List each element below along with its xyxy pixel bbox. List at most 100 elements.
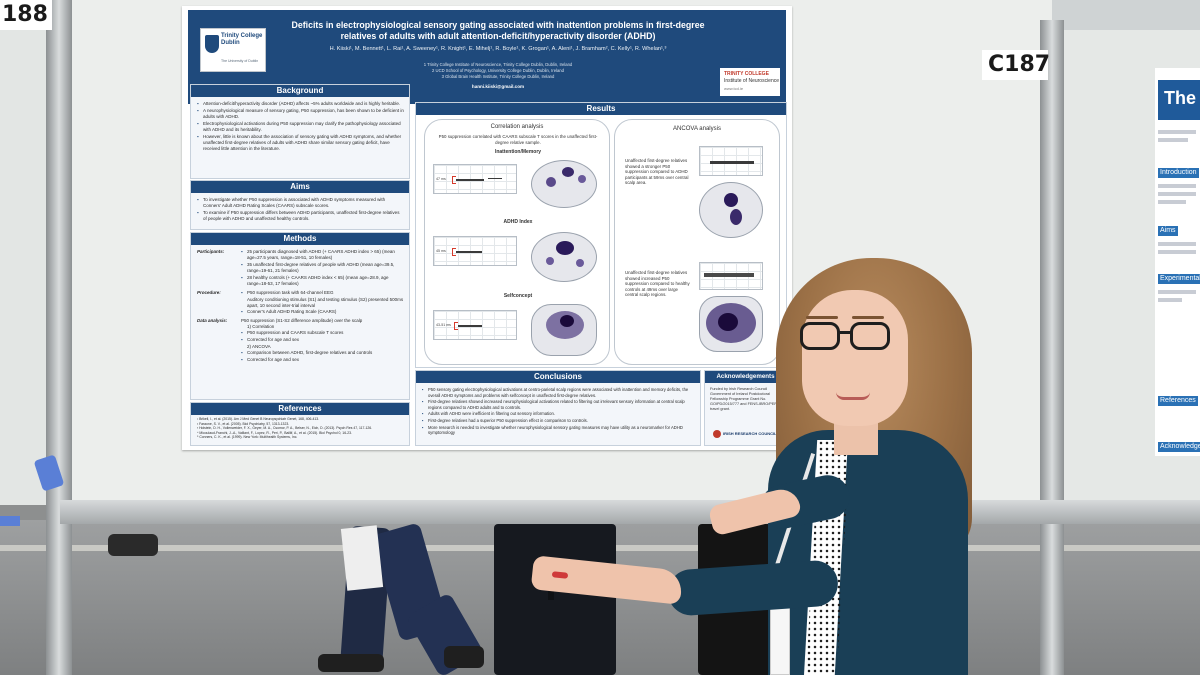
tcd-logo-name: Trinity College Dublin — [221, 33, 263, 46]
topo-activation — [546, 257, 554, 265]
erp-trace — [488, 178, 502, 179]
erp-plot — [699, 262, 763, 290]
neighbor-poster-text — [1158, 290, 1196, 294]
bullet-subitem: Auditory conditioning stimulus (S1) and … — [247, 297, 404, 308]
topo-activation — [724, 193, 738, 207]
irc-logo-text: IRISH RESEARCH COUNCIL — [723, 431, 777, 437]
ancova-heading: ANCOVA analysis — [673, 126, 721, 132]
irc-logo-icon — [713, 430, 721, 438]
scalp-topography — [531, 232, 597, 282]
bullet-item: To examine if P50 suppression differs be… — [197, 210, 404, 222]
topo-activation — [578, 175, 586, 183]
section-body: Attention-deficit/hyperactivity disorder… — [197, 101, 404, 153]
scalp-topography — [699, 182, 763, 238]
glasses-lens — [850, 322, 890, 350]
erp-marker — [452, 176, 456, 184]
poster-title: Deficits in electrophysiological sensory… — [291, 20, 705, 41]
topo-activation — [718, 313, 738, 331]
section-heading: Acknowledgements — [705, 371, 786, 383]
neighbor-poster-text — [1158, 242, 1196, 246]
bullet-item: P50 suppression task with 64-channel EEG — [241, 290, 404, 296]
neighbor-poster-text — [1158, 184, 1196, 188]
bullet-item: Conner's Adult ADHD Rating Scale (CAARS) — [241, 309, 404, 315]
reference-item: ² Faraone, S. V., et al. (2005). Biol Ps… — [197, 421, 290, 426]
bullet-item: Attention-deficit/hyperactivity disorder… — [197, 101, 404, 107]
methods-label: Participants: — [197, 249, 225, 254]
topo-activation — [560, 315, 574, 327]
irc-logo: IRISH RESEARCH COUNCIL — [713, 430, 777, 438]
erp-marker — [452, 248, 456, 256]
neighbor-poster-text — [1158, 192, 1196, 196]
section-acknowledgements: Acknowledgements Funded by Irish Researc… — [704, 370, 787, 446]
glasses-lens — [800, 322, 840, 350]
figure-label: Selfconcept — [503, 293, 533, 299]
section-heading: References — [191, 403, 409, 415]
presenter-eyebrow — [806, 316, 838, 319]
figure-label: ADHD Index — [503, 219, 533, 225]
bullet-item: 35 unaffected first-degree relatives of … — [241, 262, 404, 274]
topo-activation — [576, 259, 584, 267]
analysis-item: Corrected for age and sex — [241, 337, 404, 343]
erp-trace — [456, 179, 484, 181]
topo-activation — [556, 241, 574, 255]
neighbor-poster-text — [1158, 298, 1182, 302]
tcd-shield-icon — [205, 35, 219, 53]
bullet-item: To investigate whether P50 suppression i… — [197, 197, 404, 209]
section-body: P50 sensory gating electrophysiological … — [422, 387, 695, 437]
section-background: Background Attention-deficit/hyperactivi… — [190, 84, 410, 179]
erp-plot: 45 ms — [433, 236, 517, 266]
poster-affiliation: 1 Trinity College Institute of Neuroscie… — [423, 62, 573, 67]
topo-activation — [546, 177, 556, 187]
topo-activation — [562, 167, 574, 177]
reference-item: ¹ Brikell, I., et al. (2015). Am J Med G… — [197, 417, 320, 421]
poster-email: hanni.kiiski@gmail.com — [471, 84, 525, 89]
ion-logo-line: www.tcd.ie — [724, 86, 744, 91]
analysis-item: P50 suppression and CAARS subscale T sco… — [241, 330, 404, 336]
ion-logo: TRINITY COLLEGE Institute of Neuroscienc… — [720, 68, 780, 96]
methods-label: Data analysis: — [197, 318, 228, 323]
section-references: References ¹ Brikell, I., et al. (2015).… — [190, 402, 410, 446]
analysis-item: Corrected for age and sex — [241, 357, 404, 363]
erp-trace — [704, 273, 754, 277]
tcd-logo: Trinity College Dublin The University of… — [200, 28, 266, 72]
poster-affiliation: 3 Global Brain Health Institute, Trinity… — [441, 74, 555, 79]
neighbor-poster-text — [1158, 250, 1196, 254]
ancova-caption: Unaffected first-degree relatives showed… — [625, 158, 689, 186]
erp-latency-label: 43-51 ms — [436, 323, 451, 327]
section-heading: Aims — [191, 181, 409, 193]
neighbor-poster-text — [1158, 138, 1188, 142]
neighbor-poster-section: Introduction — [1158, 168, 1199, 178]
neighbor-poster-section: References — [1158, 396, 1198, 406]
analysis-item: Comparison between ADHD, first-degree re… — [241, 350, 404, 356]
erp-plot — [699, 146, 763, 176]
neighbor-poster-title: The — [1158, 80, 1200, 120]
section-body: ¹ Brikell, I., et al. (2015). Am J Med G… — [197, 417, 404, 440]
erp-trace — [458, 325, 482, 327]
scalp-topography — [531, 304, 597, 356]
bullet-item: P50 sensory gating electrophysiological … — [422, 387, 695, 398]
erp-trace — [456, 251, 482, 253]
reference-item: ⁵ Conners, C. K., et al. (1999). New Yor… — [197, 435, 298, 440]
methods-row: Procedure: P50 suppression task with 64-… — [197, 290, 404, 315]
erp-latency-label: 45 ms — [436, 249, 446, 253]
erp-latency-label: 47 ms — [436, 177, 446, 181]
scalp-topography — [699, 296, 763, 352]
poster-affiliation: 2 UCD School of Psychology, University C… — [432, 68, 564, 73]
reference-item: ⁴ Micoulaud-Franchi, J.-A., Vaillant, F.… — [197, 430, 352, 435]
glasses-bridge — [838, 331, 852, 334]
board-number-right: C187 — [982, 50, 1050, 80]
neighbor-poster-text — [1158, 200, 1186, 204]
ion-logo-line: TRINITY COLLEGE — [724, 71, 769, 77]
bullet-item: More research is needed to investigate w… — [422, 425, 695, 436]
ancova-panel: ANCOVA analysis Unaffected first-degree … — [614, 119, 780, 365]
neighbor-poster-section: Acknowledgements — [1158, 442, 1200, 452]
paper-sheet — [340, 525, 384, 591]
scalp-topography — [531, 160, 597, 208]
neighbor-poster-section: Aims — [1158, 226, 1178, 236]
board-pole-right — [1040, 20, 1064, 675]
bullet-item: 25 participants diagnosed with ADHD (+ C… — [241, 249, 404, 261]
acknowledgement-text: Funded by Irish Research Council Governm… — [710, 387, 780, 411]
section-heading: Background — [191, 85, 409, 97]
person-shoe — [318, 654, 384, 672]
presenter-smile — [836, 392, 870, 400]
